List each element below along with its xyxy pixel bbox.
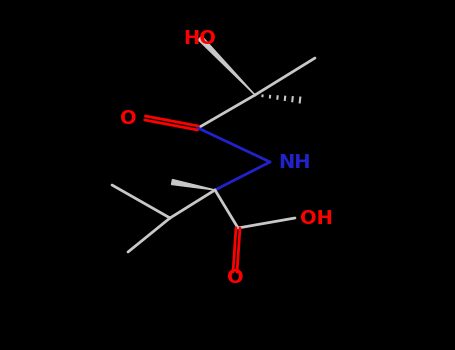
Text: O: O (227, 268, 243, 287)
Text: NH: NH (278, 153, 310, 172)
Polygon shape (198, 36, 255, 95)
Text: HO: HO (183, 28, 217, 48)
Polygon shape (172, 180, 215, 190)
Text: OH: OH (300, 209, 333, 228)
Text: O: O (121, 108, 137, 127)
